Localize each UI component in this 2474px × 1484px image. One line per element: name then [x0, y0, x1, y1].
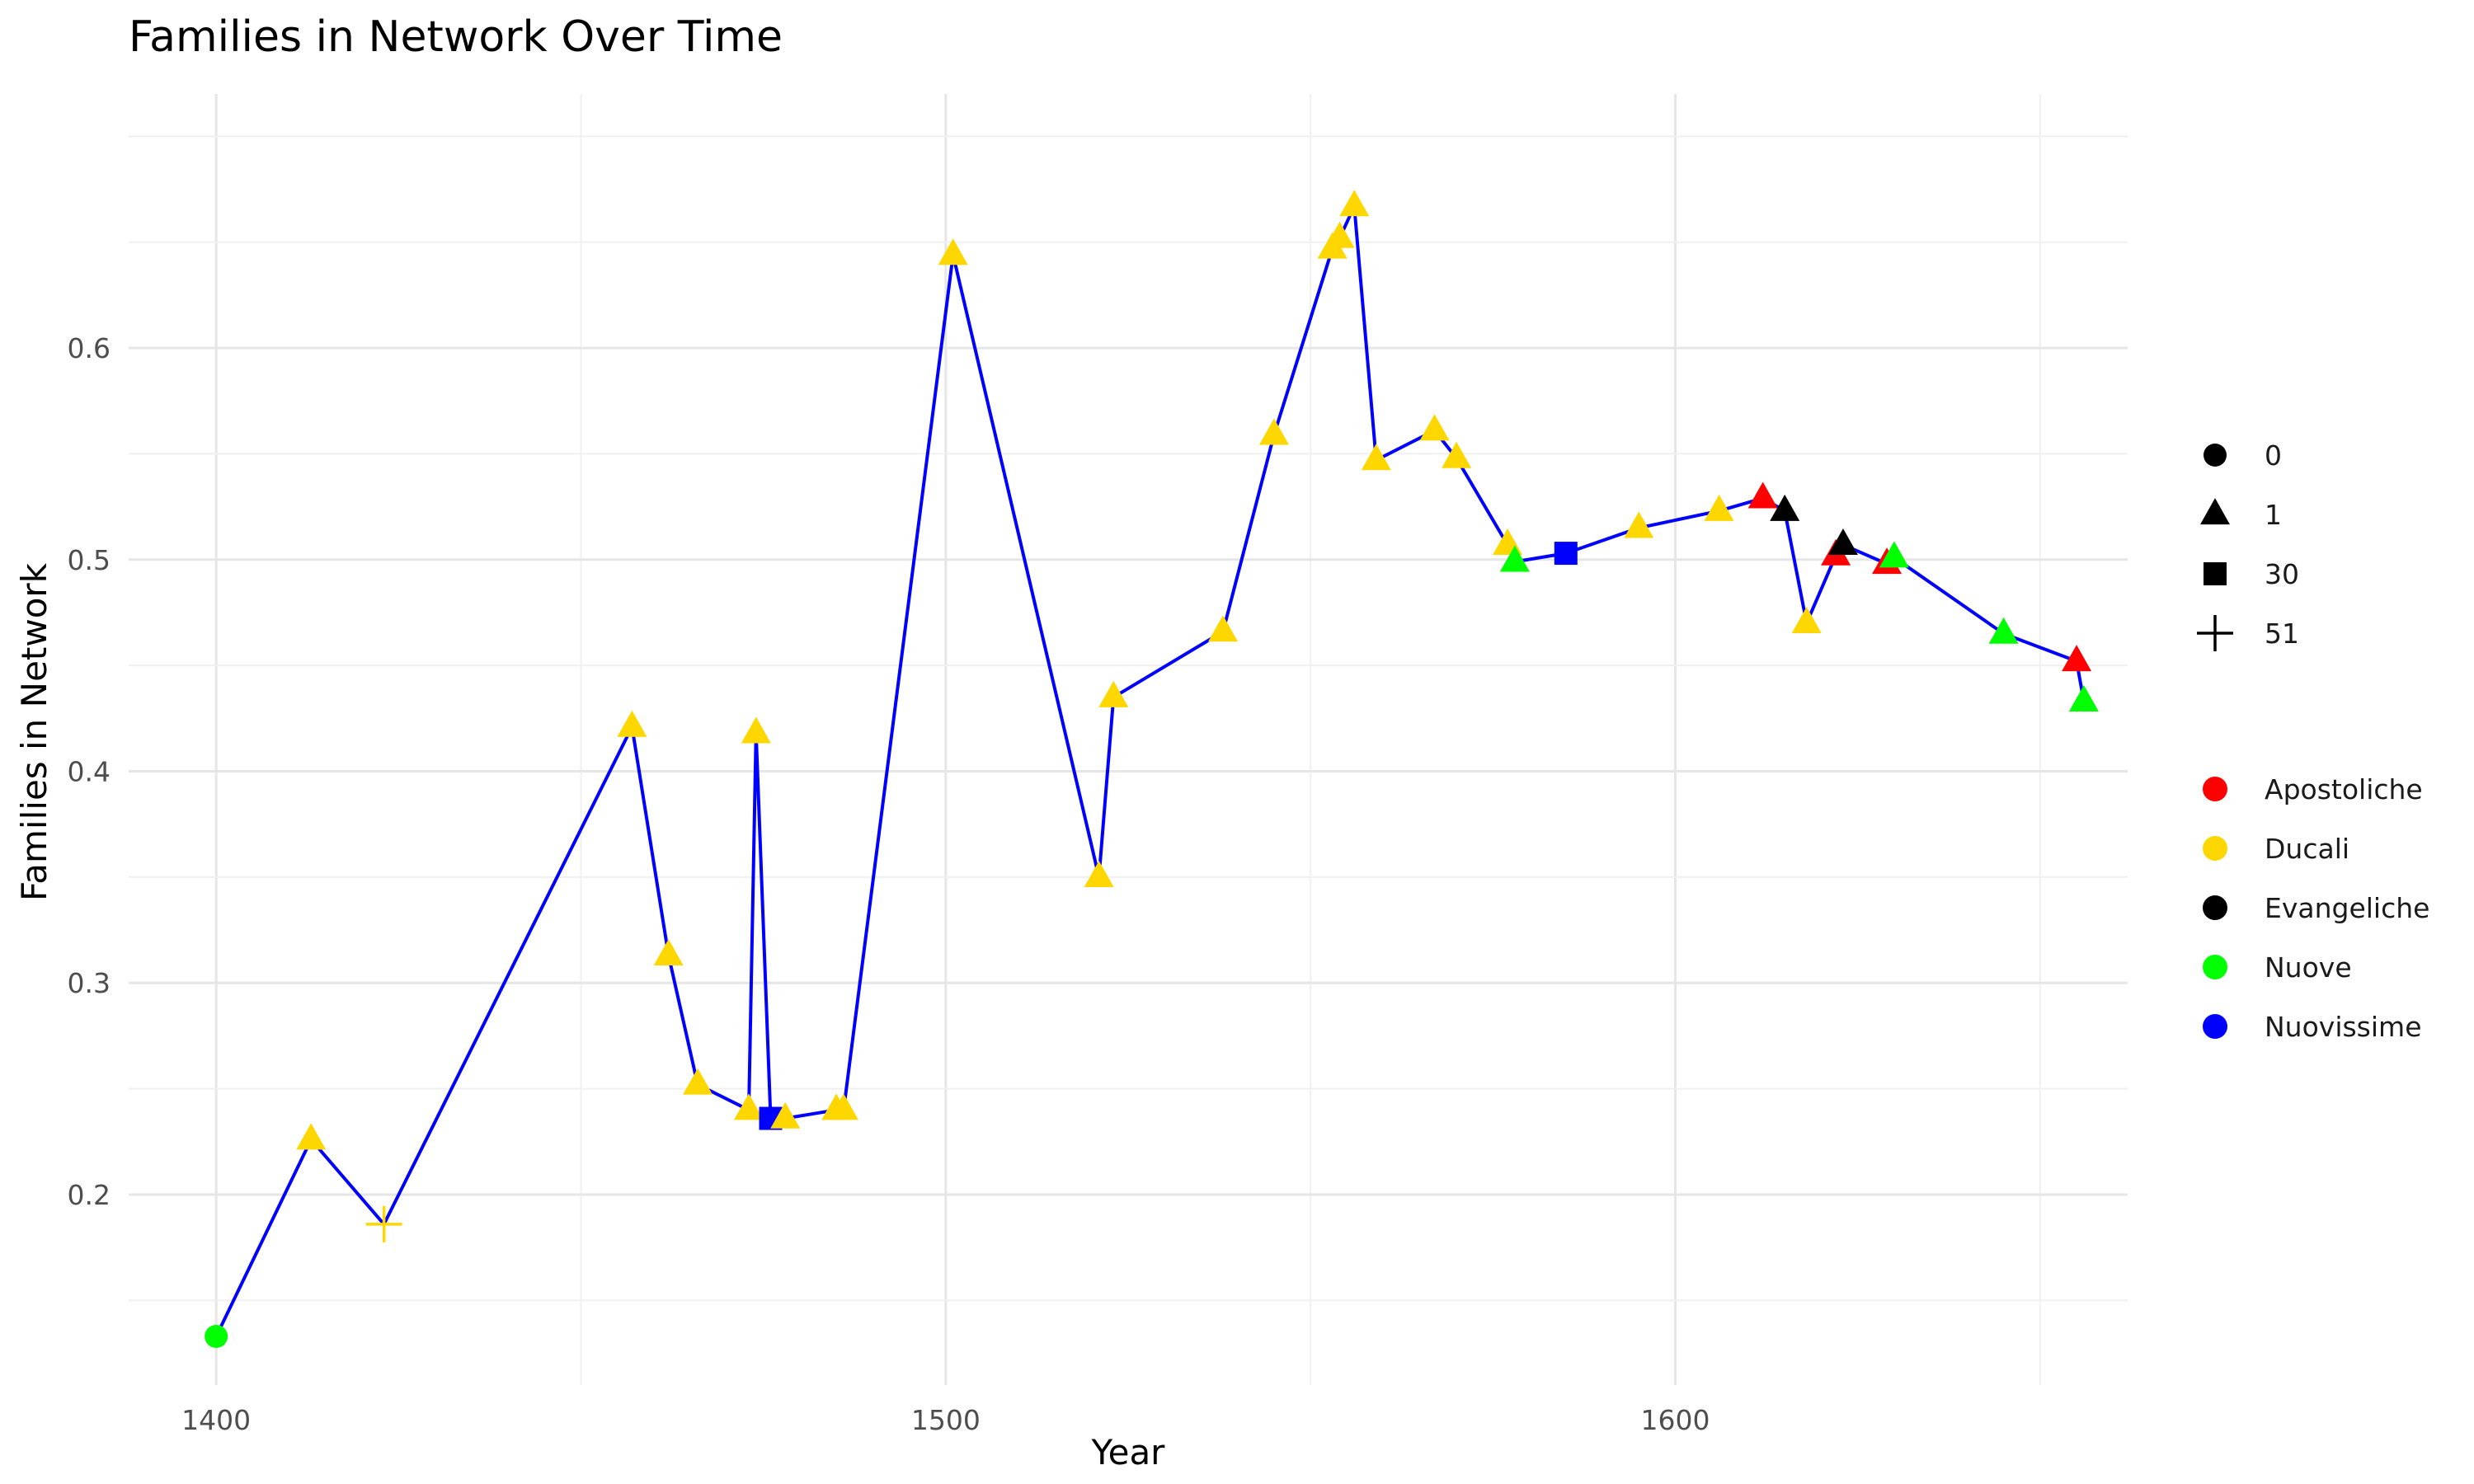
- data-point: [683, 1068, 713, 1095]
- data-point: [617, 710, 647, 737]
- y-tick-label: 0.6: [68, 332, 111, 364]
- legend-color-label: Evangeliche: [2265, 892, 2429, 924]
- legend-color-evangeliche-icon: [2203, 895, 2227, 920]
- data-points: [205, 190, 2099, 1348]
- data-point: [1208, 615, 1239, 642]
- chart-title: Families in Network Over Time: [129, 12, 783, 62]
- legend-shape-30-icon: [2204, 562, 2227, 585]
- data-point: [1770, 494, 1800, 521]
- legend-color-label: Apostoliche: [2265, 773, 2423, 805]
- data-point: [296, 1123, 327, 1150]
- data-point: [1554, 542, 1578, 566]
- legend-color-label: Nuovissime: [2265, 1011, 2422, 1043]
- data-point: [1084, 861, 1114, 888]
- legend-shape-label: 51: [2265, 618, 2299, 650]
- data-point: [1361, 444, 1391, 471]
- shape-legend: 0 1 30 51: [2197, 439, 2299, 651]
- data-point: [1499, 545, 1530, 572]
- y-tick-labels: 0.2 0.3 0.4 0.5 0.6: [68, 332, 111, 1211]
- data-point: [1624, 511, 1654, 538]
- legend-color-apostoliche-icon: [2203, 777, 2227, 801]
- y-tick-label: 0.3: [68, 967, 111, 999]
- data-point: [1442, 441, 1472, 468]
- y-tick-label: 0.4: [68, 756, 111, 788]
- data-point: [1419, 414, 1450, 441]
- legend-color-label: Ducali: [2265, 833, 2349, 865]
- color-legend: Apostoliche Ducali Evangeliche Nuove Nuoviss…: [2203, 773, 2429, 1043]
- data-point: [828, 1093, 858, 1120]
- data-point: [1879, 541, 1909, 568]
- data-point: [205, 1324, 228, 1348]
- data-point: [365, 1205, 402, 1242]
- y-axis-title: Families in Network: [14, 562, 54, 901]
- data-point: [770, 1101, 801, 1129]
- legend-shape-1-icon: [2200, 498, 2230, 525]
- x-axis-title: Year: [1091, 1432, 1166, 1472]
- data-point: [1791, 606, 1822, 633]
- data-point: [2068, 684, 2099, 711]
- data-point: [1339, 190, 1370, 217]
- y-tick-label: 0.2: [68, 1179, 111, 1211]
- data-point: [2062, 645, 2092, 672]
- legend-color-nuovissime-icon: [2203, 1014, 2227, 1039]
- x-tick-label: 1600: [1641, 1404, 1710, 1436]
- data-point: [1258, 418, 1289, 445]
- x-tick-label: 1400: [181, 1404, 251, 1436]
- legend-shape-51-icon: [2197, 615, 2233, 651]
- legend-color-label: Nuove: [2265, 951, 2352, 984]
- data-point: [733, 1093, 764, 1120]
- legend-shape-label: 1: [2265, 499, 2282, 531]
- data-point: [741, 716, 771, 744]
- data-point: [1098, 680, 1129, 707]
- legend-color-ducali-icon: [2203, 836, 2227, 861]
- data-point: [653, 939, 684, 966]
- data-point: [1988, 617, 2019, 644]
- data-point: [1493, 528, 1523, 555]
- data-point: [1827, 528, 1858, 555]
- grid: [129, 94, 2128, 1385]
- data-point: [1747, 481, 1778, 509]
- x-tick-labels: 1400 1500 1600: [181, 1404, 1710, 1436]
- y-tick-label: 0.5: [68, 544, 111, 576]
- legend-color-nuove-icon: [2203, 955, 2227, 979]
- legend-shape-0-icon: [2204, 444, 2227, 467]
- data-point: [1324, 221, 1355, 248]
- legend-shape-label: 30: [2265, 558, 2299, 590]
- data-point: [938, 238, 968, 265]
- x-tick-label: 1500: [911, 1404, 981, 1436]
- data-point: [1704, 494, 1734, 521]
- legend-shape-label: 0: [2265, 439, 2282, 472]
- series-line: [214, 204, 2086, 1337]
